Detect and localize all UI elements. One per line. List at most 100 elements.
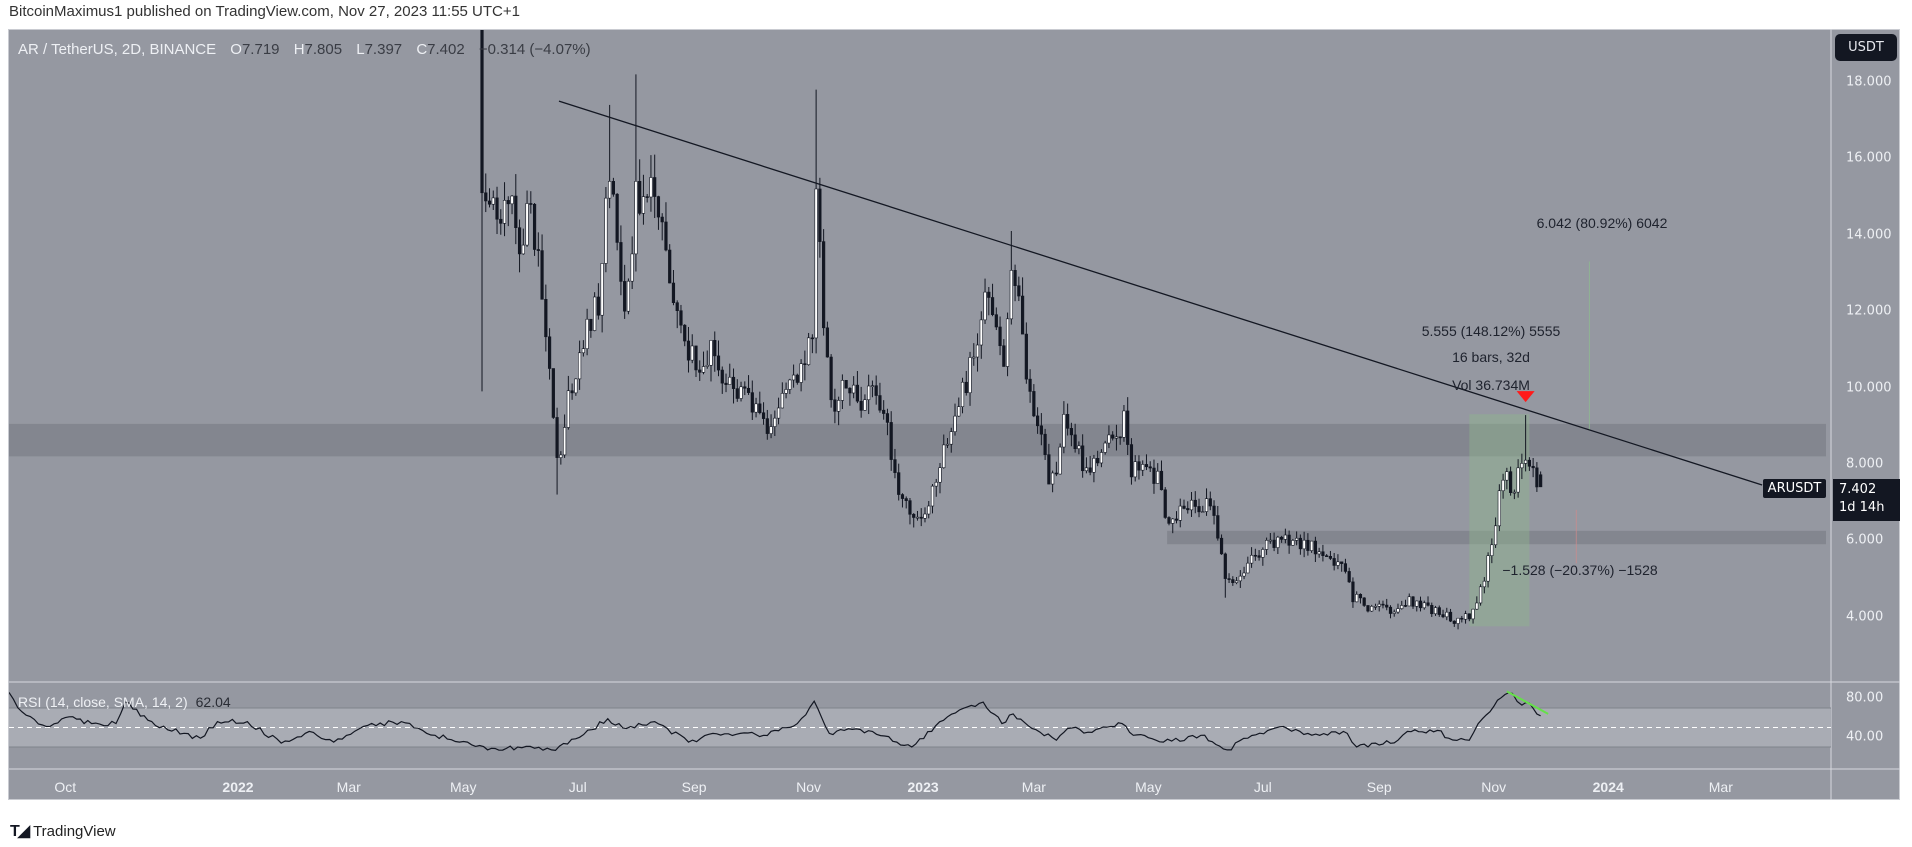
candle-up [983,291,987,321]
candle-down [1452,620,1456,624]
candle-down [1137,461,1141,471]
time-axis-label: Mar [336,779,361,795]
candle-down [540,250,544,300]
candle-down [1366,605,1370,612]
candle-down [596,296,600,316]
candle-down [998,326,1002,347]
candle-down [761,412,766,419]
candle-down [1539,474,1543,488]
candle-up [942,444,946,469]
candle-up [701,366,706,373]
candle-down [1032,391,1036,417]
candle-down [1219,537,1224,555]
candle-down [1159,470,1164,491]
candle-up [1482,580,1486,588]
candle-down [698,369,702,373]
candle-up [1141,464,1145,471]
candle-up [934,481,938,487]
candle-down [743,386,747,389]
candle-down [1325,555,1329,557]
candle-up [578,352,582,380]
time-axis-label: Mar [1708,779,1733,795]
candle-up [773,417,777,427]
candle-up [649,177,653,198]
candle-down [484,192,488,202]
measure-bars-label: 16 bars, 32d [1452,349,1530,365]
time-axis-label: 2022 [222,779,254,795]
candle-up [1261,549,1265,558]
symbol-price-tag: ARUSDT [1763,479,1826,498]
rsi-legend[interactable]: RSI (14, close, SMA, 14, 2) 62.04 [18,694,231,710]
change-value: −0.314 (−4.07%) [478,41,591,58]
candle-up [1107,434,1111,444]
candle-down [1212,505,1216,516]
candle-up [1264,540,1269,550]
candle-up [863,399,867,411]
candle-up [1246,562,1250,574]
currency-button[interactable]: USDT [1835,34,1897,61]
candle-up [938,467,942,483]
candle-up [1234,580,1239,583]
candle-down [589,318,593,331]
candle-up [690,345,694,361]
candle-down [1216,515,1220,539]
candle-down [810,337,814,340]
candle-up [788,379,792,390]
time-axis-label: May [450,779,477,795]
price-axis-label: 18.000 [1846,74,1892,90]
candle-down [720,369,724,384]
candle-down [1231,579,1235,583]
candle-down [1343,563,1348,572]
candle-down [1287,534,1291,546]
candle-down [1448,611,1453,622]
candle-down [1535,467,1539,488]
price-axis-label: 16.000 [1846,150,1892,166]
candle-up [1242,572,1246,577]
candle-up [709,340,713,366]
symbol-title[interactable]: AR / TetherUS, 2D, BINANCE [18,41,217,58]
rejection-arrow-icon [1516,391,1535,403]
candle-down [878,395,882,411]
candle-down [1347,571,1351,583]
candle-down [803,363,807,365]
candle-down [833,399,837,412]
candle-down [1047,454,1051,485]
candle-up [585,318,589,349]
tradingview-logo-icon: T◢ [10,823,30,840]
chart-frame[interactable] [8,29,1900,800]
candle-down [1388,606,1393,614]
candle-down [1509,471,1513,493]
candle-down [848,387,852,394]
candle-up [1377,603,1381,607]
candle-down [818,188,822,242]
candle-down [758,403,762,414]
candle-up [1336,561,1340,566]
candle-down [1332,558,1336,566]
candle-up [1490,544,1494,556]
candle-up [1122,410,1126,438]
candle-up [972,356,976,359]
candle-up [1201,511,1205,513]
candle-down [765,418,769,434]
candle-down [1321,551,1325,556]
candle-down [994,314,998,328]
candle-down [964,381,968,394]
candle-down [495,197,499,220]
candle-up [1396,608,1400,613]
candle-up [1058,446,1062,475]
time-axis-label: Oct [54,779,77,795]
bar-countdown: 1d 14h [1839,500,1885,515]
candle-up [604,197,608,264]
time-axis-label: Jul [568,779,587,795]
candle-up [626,280,631,312]
candle-down [653,177,657,197]
candle-up [634,181,638,255]
candle-down [623,281,627,312]
descending-trendline [558,100,1763,486]
candle-up [1276,536,1280,548]
candle-down [889,422,893,460]
candle-down [506,200,510,205]
candle-down [619,242,623,282]
candle-up [600,263,604,316]
